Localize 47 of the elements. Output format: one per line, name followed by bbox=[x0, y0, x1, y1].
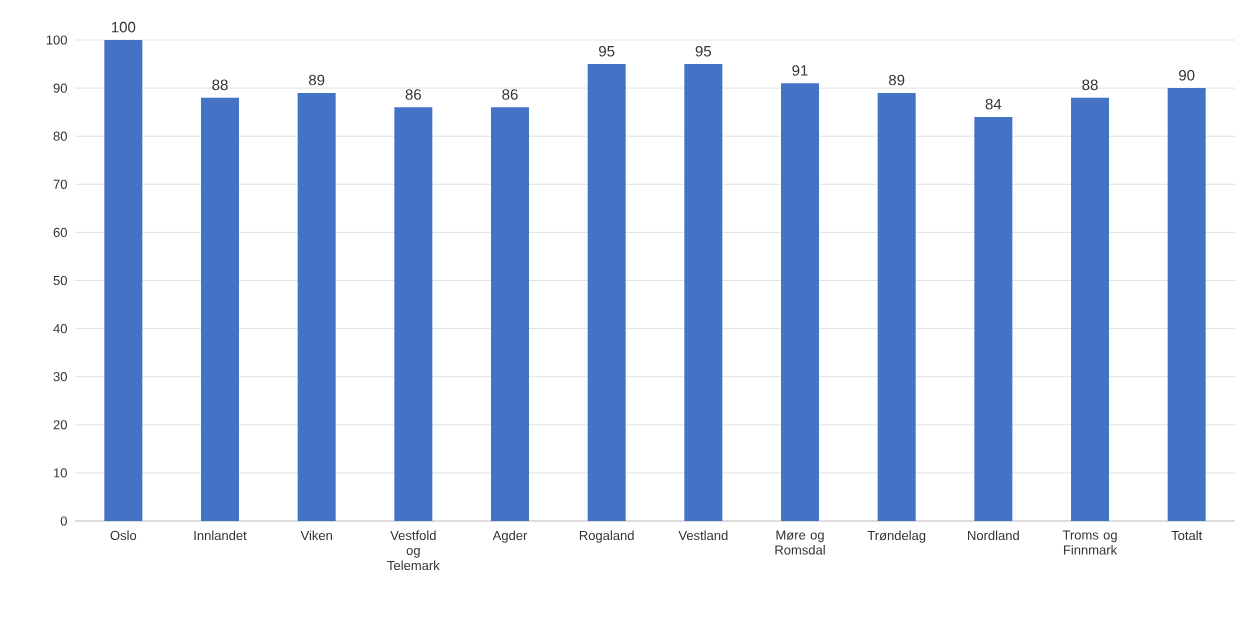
bar bbox=[974, 116, 1013, 521]
data-label: 89 bbox=[308, 74, 325, 86]
data-label: 89 bbox=[888, 74, 905, 86]
x-tick-label: Nordland bbox=[968, 530, 1019, 541]
bar bbox=[587, 64, 626, 521]
y-tick-label: 60 bbox=[53, 227, 67, 237]
x-tick-label: Rogaland bbox=[579, 530, 634, 543]
x-tick-label: Møre og Romsdal bbox=[775, 530, 825, 555]
y-tick-label: 100 bbox=[46, 35, 67, 45]
x-tick-label: Agder bbox=[492, 530, 528, 543]
data-label: 86 bbox=[502, 89, 518, 100]
bar bbox=[104, 39, 143, 521]
x-tick-label: Oslo bbox=[110, 530, 137, 541]
bar bbox=[297, 92, 336, 521]
y-tick-label: 70 bbox=[53, 179, 67, 189]
data-label: 88 bbox=[1082, 79, 1098, 91]
y-tick-label: 90 bbox=[53, 83, 67, 93]
bar bbox=[781, 83, 820, 521]
y-tick-label: 40 bbox=[53, 323, 67, 334]
data-label: 100 bbox=[111, 21, 136, 33]
data-label: 95 bbox=[599, 45, 615, 57]
x-tick-label: Innlandet bbox=[194, 530, 247, 541]
x-tick-label: Vestfold og Telemark bbox=[387, 530, 440, 571]
bar bbox=[394, 107, 433, 521]
x-tick-label: Troms og Finnmark bbox=[1062, 530, 1118, 555]
y-tick-label: 20 bbox=[53, 420, 67, 430]
x-tick-label: Vestland bbox=[678, 530, 728, 541]
y-tick-label: 10 bbox=[54, 468, 67, 478]
x-tick-label: Totalt bbox=[1171, 530, 1203, 541]
data-label: 84 bbox=[985, 98, 1002, 110]
data-label: 95 bbox=[695, 45, 712, 57]
x-tick-label: Trøndelag bbox=[867, 530, 926, 543]
y-tick-label: 0 bbox=[60, 516, 67, 526]
data-label: 86 bbox=[405, 89, 422, 100]
data-label: 90 bbox=[1179, 69, 1195, 81]
bar bbox=[684, 64, 723, 521]
y-tick-label: 30 bbox=[53, 372, 67, 382]
data-label: 91 bbox=[792, 65, 808, 76]
data-label: 88 bbox=[212, 79, 228, 91]
bar bbox=[201, 97, 239, 521]
x-tick-label: Viken bbox=[300, 530, 332, 541]
y-tick-label: 50 bbox=[53, 275, 67, 286]
y-tick-label: 80 bbox=[53, 131, 67, 141]
bar bbox=[1167, 88, 1206, 521]
bar bbox=[1071, 97, 1110, 521]
bar bbox=[877, 92, 916, 521]
bar bbox=[491, 107, 530, 521]
